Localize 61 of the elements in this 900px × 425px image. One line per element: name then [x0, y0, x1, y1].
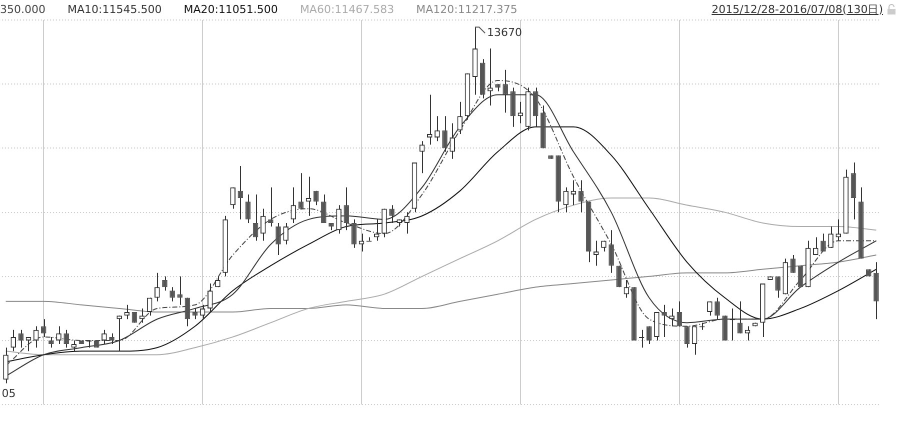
candlestick: [836, 218, 842, 242]
candlestick: [707, 300, 712, 316]
candlestick: [374, 218, 380, 242]
candlestick: [450, 122, 456, 160]
candlestick: [798, 265, 804, 288]
text: MA120:11217.375: [416, 2, 518, 16]
candlestick: [457, 101, 463, 134]
text: MA20:11051.500: [184, 2, 278, 16]
candlestick: [56, 326, 62, 345]
candlestick: [48, 336, 54, 348]
candlestick: [344, 186, 350, 231]
candlestick: [737, 300, 743, 334]
candlestick: [646, 326, 652, 345]
candlestick: [638, 329, 644, 348]
candlestick: [775, 276, 780, 298]
candlestick: [669, 308, 675, 327]
candlestick: [40, 318, 46, 338]
candlestick: [154, 272, 160, 302]
candlestick: [828, 226, 834, 248]
candlestick: [351, 218, 357, 248]
text: 05: [2, 387, 16, 400]
candlestick: [109, 332, 114, 345]
candlestick: [850, 162, 856, 220]
annotation: 13670: [487, 26, 522, 39]
candlestick: [283, 222, 288, 245]
candlestick: [321, 194, 326, 224]
candlestick: [276, 222, 281, 256]
candlestick: [177, 276, 183, 306]
candlestick: [170, 286, 175, 302]
candlestick: [382, 208, 387, 238]
candlestick: [116, 315, 122, 352]
candlestick: [389, 204, 394, 224]
candlestick: [260, 208, 266, 242]
candlestick: [268, 186, 274, 228]
candlestick: [608, 230, 614, 274]
text: 350.000: [0, 2, 46, 16]
candlestick: [313, 190, 319, 206]
text: MA60:11467.583: [300, 2, 394, 16]
candlestick: [662, 304, 667, 338]
candlestick: [563, 186, 569, 213]
candlestick: [64, 329, 69, 348]
candlestick: [594, 240, 599, 266]
candlestick: [10, 329, 16, 352]
candlestick: [162, 276, 168, 292]
text: MA10:11545.500: [68, 2, 162, 16]
candlestick: [820, 233, 826, 252]
candlestick: [419, 140, 425, 174]
candlestick: [336, 204, 342, 234]
candlestick: [230, 186, 236, 210]
candlestick: [427, 94, 432, 146]
candlestick: [245, 194, 251, 224]
candlestick: [434, 116, 440, 142]
candlestick: [208, 283, 213, 313]
candlestick: [676, 300, 682, 327]
candlestick: [290, 186, 296, 224]
candlestick: [714, 297, 720, 320]
candlestick: [124, 304, 130, 320]
candlestick: [654, 312, 660, 341]
candlestick: [790, 254, 796, 274]
text: 2015/12/28-2016/07/08(130日): [712, 2, 883, 16]
candlestick: [442, 116, 448, 152]
